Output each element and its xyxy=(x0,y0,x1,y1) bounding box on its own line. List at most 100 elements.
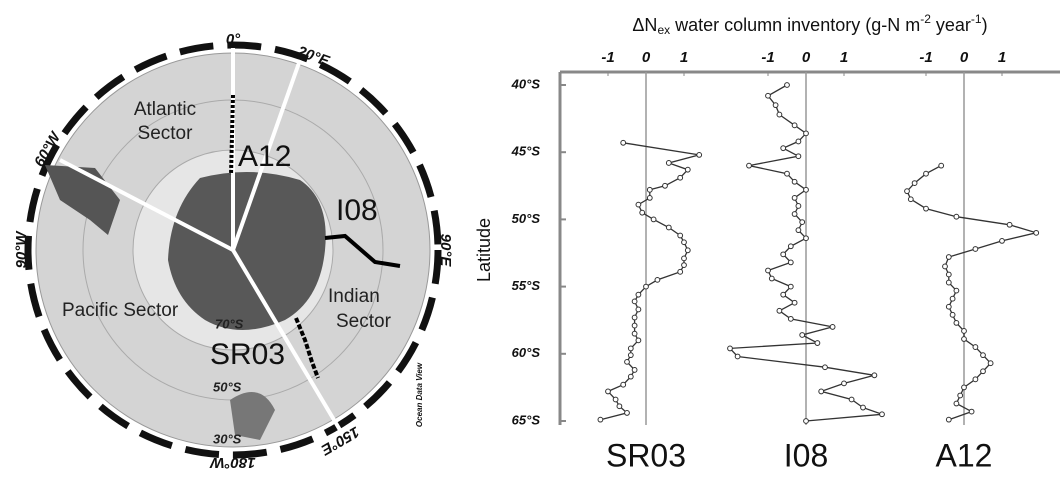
profile-point xyxy=(946,255,951,260)
profile-point xyxy=(640,210,645,215)
sector-label: Atlantic xyxy=(134,99,196,120)
profile-point xyxy=(946,417,951,422)
profile-point xyxy=(678,233,683,238)
profile-point xyxy=(666,161,671,166)
profile-point xyxy=(815,341,820,346)
y-tick-label: 45°S xyxy=(511,144,541,159)
profile-point xyxy=(924,171,929,176)
x-tick-label: 0 xyxy=(642,49,651,66)
profile-point xyxy=(663,183,668,188)
profile-point xyxy=(1000,239,1005,244)
profile-point xyxy=(823,365,828,370)
profile-point xyxy=(632,315,637,320)
axis-title-part: year xyxy=(931,15,971,35)
profile-point xyxy=(781,252,786,257)
profile-point xyxy=(647,195,652,200)
profile-point xyxy=(697,152,702,157)
profile-point xyxy=(958,393,963,398)
x-tick-label: 1 xyxy=(998,49,1006,66)
profile-point xyxy=(613,397,618,402)
antarctica xyxy=(168,172,326,330)
axis-title-part: -2 xyxy=(920,12,931,26)
profile-point xyxy=(792,300,797,305)
profile-point xyxy=(950,312,955,317)
profile-point xyxy=(969,409,974,414)
parallel-label: 70°S xyxy=(215,316,244,331)
profile-point xyxy=(962,329,967,334)
profile-point xyxy=(621,140,626,145)
profile-point xyxy=(981,353,986,358)
profile-point xyxy=(804,187,809,192)
meridian-label: 90°E xyxy=(437,234,454,268)
profile-point xyxy=(636,202,641,207)
profile-point xyxy=(632,323,637,328)
profile-point xyxy=(735,354,740,359)
profile-point xyxy=(685,248,690,253)
panel-title: I08 xyxy=(784,437,828,473)
x-tick-label: 1 xyxy=(680,49,688,66)
profile-point xyxy=(912,181,917,186)
profile-point xyxy=(606,389,611,394)
axis-title-part: ex xyxy=(657,23,670,37)
profile-point xyxy=(625,359,630,364)
section-label: SR03 xyxy=(210,338,285,371)
profile-point xyxy=(946,272,951,277)
axis-title-part: ) xyxy=(982,15,988,35)
y-tick-label: 50°S xyxy=(512,211,541,226)
profile-point xyxy=(636,307,641,312)
section-label: I08 xyxy=(336,194,378,227)
profile-point xyxy=(792,195,797,200)
profile-line xyxy=(907,166,1036,420)
profile-point xyxy=(946,280,951,285)
profile-point xyxy=(830,325,835,330)
software-credit: Ocean Data View xyxy=(415,362,424,427)
profile-point xyxy=(628,374,633,379)
profile-point xyxy=(651,217,656,222)
panel-title: SR03 xyxy=(606,437,686,473)
profile-point xyxy=(880,412,885,417)
profile-point xyxy=(973,377,978,382)
profile-point xyxy=(943,264,948,269)
profile-point xyxy=(685,167,690,172)
x-tick-label: 0 xyxy=(960,49,969,66)
meridian-label: 180°W xyxy=(209,454,256,471)
sector-label: Sector xyxy=(336,311,392,332)
profile-point xyxy=(954,214,959,219)
axis-title-part: -1 xyxy=(971,12,982,26)
profile-point xyxy=(666,225,671,230)
profile-point xyxy=(682,256,687,261)
profile-point xyxy=(781,292,786,297)
x-tick-label: -1 xyxy=(761,49,774,66)
profile-point xyxy=(973,345,978,350)
profile-point xyxy=(861,405,866,410)
meridian-label: 0° xyxy=(226,31,241,48)
x-tick-label: -1 xyxy=(601,49,614,66)
profile-point xyxy=(781,146,786,151)
profile-point xyxy=(804,236,809,241)
x-tick-label: -1 xyxy=(919,49,932,66)
profile-point xyxy=(621,382,626,387)
profile-point xyxy=(981,369,986,374)
profile-point xyxy=(773,103,778,108)
profile-point xyxy=(1007,222,1012,227)
profile-point xyxy=(792,179,797,184)
profile-point xyxy=(632,299,637,304)
profile-point xyxy=(628,353,633,358)
profile-point xyxy=(632,368,637,373)
profile-point xyxy=(946,304,951,309)
profile-point xyxy=(954,288,959,293)
profile-point xyxy=(777,112,782,117)
profile-point xyxy=(788,284,793,289)
profile-point xyxy=(636,292,641,297)
profile-point xyxy=(796,228,801,233)
profile-point xyxy=(785,83,790,88)
profile-point xyxy=(939,163,944,168)
y-tick-label: 65°S xyxy=(512,412,541,427)
section-label: A12 xyxy=(238,140,291,173)
profile-point xyxy=(678,269,683,274)
profile-point xyxy=(905,189,910,194)
profile-point xyxy=(908,197,913,202)
profile-point xyxy=(950,296,955,301)
profile-point xyxy=(678,175,683,180)
profile-point xyxy=(788,316,793,321)
